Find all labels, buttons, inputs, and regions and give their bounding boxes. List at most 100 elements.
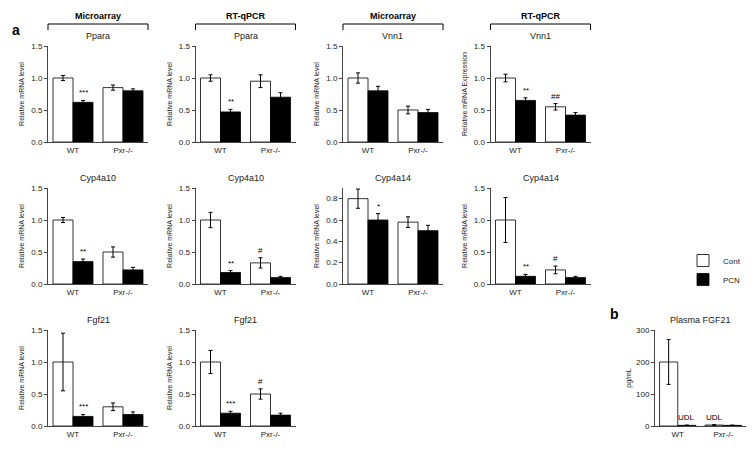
svg-text:Pxr-/-: Pxr-/- [261, 288, 281, 297]
svg-text:1.0: 1.0 [179, 74, 191, 83]
svg-text:1.5: 1.5 [179, 326, 191, 335]
svg-text:WT: WT [509, 146, 522, 155]
svg-text:*: * [377, 202, 380, 211]
svg-text:Pxr-/-: Pxr-/- [261, 146, 281, 155]
svg-text:UDL: UDL [678, 413, 695, 422]
svg-text:**: ** [228, 259, 234, 268]
svg-text:Relative mRNA level: Relative mRNA level [166, 204, 173, 268]
svg-text:0.0: 0.0 [31, 422, 43, 431]
svg-text:WT: WT [214, 430, 227, 439]
svg-text:Pxr-/-: Pxr-/- [556, 288, 576, 297]
svg-text:Relative mRNA Expression: Relative mRNA Expression [461, 52, 469, 136]
svg-text:**: ** [228, 97, 234, 106]
svg-text:0: 0 [645, 422, 650, 431]
svg-text:WT: WT [67, 430, 80, 439]
svg-text:Relative mRNA level: Relative mRNA level [166, 62, 173, 126]
svg-text:Fgf21: Fgf21 [234, 315, 257, 325]
svg-text:Plasma FGF21: Plasma FGF21 [670, 315, 731, 325]
svg-text:**: ** [523, 262, 529, 271]
svg-text:1.0: 1.0 [31, 216, 43, 225]
svg-text:1.0: 1.0 [474, 74, 486, 83]
svg-text:0.5: 0.5 [179, 390, 191, 399]
svg-text:0.6: 0.6 [326, 216, 338, 225]
svg-text:Cont: Cont [723, 257, 741, 266]
svg-text:1.0: 1.0 [31, 74, 43, 83]
svg-text:PCN: PCN [723, 276, 740, 285]
svg-text:0.4: 0.4 [326, 237, 338, 246]
svg-text:1.5: 1.5 [179, 184, 191, 193]
svg-text:#: # [258, 246, 263, 255]
svg-text:**: ** [523, 86, 529, 95]
svg-text:0.5: 0.5 [179, 106, 191, 115]
svg-text:**: ** [80, 247, 86, 256]
svg-text:1.0: 1.0 [179, 358, 191, 367]
svg-text:***: *** [79, 402, 88, 411]
svg-text:Pxr-/-: Pxr-/- [556, 146, 576, 155]
svg-text:pg/mL: pg/mL [625, 368, 633, 388]
svg-text:1.5: 1.5 [326, 42, 338, 51]
svg-text:WT: WT [362, 146, 375, 155]
svg-text:Microarray: Microarray [370, 11, 416, 21]
svg-text:Ppara: Ppara [234, 31, 258, 41]
svg-text:Pxr-/-: Pxr-/- [408, 288, 428, 297]
svg-text:0.5: 0.5 [31, 390, 43, 399]
svg-text:***: *** [226, 399, 235, 408]
svg-text:Vnn1: Vnn1 [530, 31, 551, 41]
svg-text:WT: WT [509, 288, 522, 297]
svg-text:Cyp4a10: Cyp4a10 [80, 173, 116, 183]
svg-text:1.5: 1.5 [31, 184, 43, 193]
svg-text:0.2: 0.2 [326, 258, 338, 267]
svg-text:#: # [553, 254, 558, 263]
svg-text:0.5: 0.5 [474, 248, 486, 257]
svg-text:Relative mRNA level: Relative mRNA level [313, 62, 320, 126]
svg-text:Pxr-/-: Pxr-/- [113, 288, 133, 297]
svg-text:0.0: 0.0 [474, 280, 486, 289]
svg-text:1.5: 1.5 [474, 42, 486, 51]
svg-text:0.5: 0.5 [474, 106, 486, 115]
svg-text:Pxr-/-: Pxr-/- [408, 146, 428, 155]
svg-text:0.0: 0.0 [31, 280, 43, 289]
svg-text:Relative mRNA level: Relative mRNA level [166, 346, 173, 410]
svg-text:0.0: 0.0 [31, 138, 43, 147]
svg-text:0.8: 0.8 [326, 194, 338, 203]
svg-text:WT: WT [672, 430, 685, 439]
svg-text:Relative mRNA level: Relative mRNA level [18, 346, 25, 410]
svg-text:0.0: 0.0 [326, 280, 338, 289]
svg-text:Ppara: Ppara [86, 31, 110, 41]
svg-text:##: ## [551, 92, 560, 101]
svg-text:Pxr-/-: Pxr-/- [113, 430, 133, 439]
svg-text:0.0: 0.0 [326, 138, 338, 147]
svg-text:1.5: 1.5 [31, 42, 43, 51]
svg-text:0.0: 0.0 [179, 138, 191, 147]
svg-text:100: 100 [636, 390, 650, 399]
svg-text:0.0: 0.0 [179, 422, 191, 431]
svg-text:1.0: 1.0 [179, 216, 191, 225]
svg-text:***: *** [79, 88, 88, 97]
svg-text:Vnn1: Vnn1 [382, 31, 403, 41]
svg-text:RT-qPCR: RT-qPCR [521, 11, 560, 21]
svg-text:Pxr-/-: Pxr-/- [261, 430, 281, 439]
svg-text:0.0: 0.0 [474, 138, 486, 147]
svg-text:WT: WT [67, 146, 80, 155]
svg-text:a: a [12, 22, 20, 38]
svg-text:Pxr-/-: Pxr-/- [113, 146, 133, 155]
svg-text:Cyp4a10: Cyp4a10 [228, 173, 264, 183]
svg-text:WT: WT [214, 146, 227, 155]
svg-text:#: # [258, 377, 263, 386]
svg-text:0.5: 0.5 [326, 106, 338, 115]
svg-text:1.5: 1.5 [31, 326, 43, 335]
svg-text:Relative mRNA level: Relative mRNA level [18, 204, 25, 268]
svg-text:Relative mRNA level: Relative mRNA level [313, 204, 320, 268]
svg-text:Relative mRNA level: Relative mRNA level [18, 62, 25, 126]
svg-text:Cyp4a14: Cyp4a14 [375, 173, 411, 183]
svg-text:WT: WT [67, 288, 80, 297]
svg-text:0.0: 0.0 [179, 280, 191, 289]
svg-text:200: 200 [636, 358, 650, 367]
svg-text:RT-qPCR: RT-qPCR [226, 11, 265, 21]
svg-text:UDL: UDL [706, 413, 723, 422]
svg-text:1.0: 1.0 [474, 216, 486, 225]
svg-text:WT: WT [362, 288, 375, 297]
svg-text:1.0: 1.0 [31, 358, 43, 367]
svg-text:300: 300 [636, 326, 650, 335]
svg-text:0.5: 0.5 [31, 248, 43, 257]
